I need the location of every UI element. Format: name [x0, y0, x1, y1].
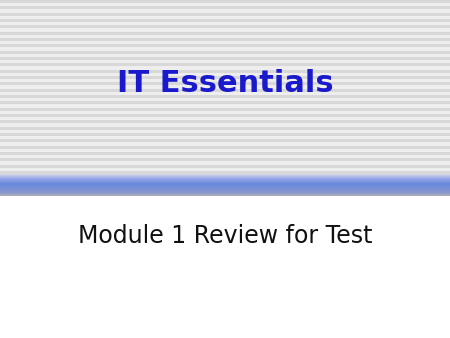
Bar [0, 155, 450, 158]
Bar [0, 22, 450, 25]
Bar [0, 57, 450, 60]
Bar [0, 16, 450, 19]
Bar [0, 47, 450, 51]
Bar [0, 92, 450, 95]
Text: IT Essentials: IT Essentials [117, 69, 333, 98]
Bar [0, 101, 450, 104]
Bar [0, 13, 450, 16]
Bar [0, 41, 450, 44]
Bar [0, 89, 450, 92]
Bar [0, 51, 450, 54]
Bar [0, 123, 450, 127]
Bar [0, 76, 450, 79]
Bar [0, 28, 450, 32]
Bar [0, 171, 450, 174]
Bar [0, 79, 450, 82]
Bar [0, 86, 450, 89]
Bar [0, 54, 450, 57]
Bar [0, 95, 450, 98]
Bar [0, 3, 450, 6]
Bar [0, 196, 450, 338]
Text: Module 1 Review for Test: Module 1 Review for Test [78, 224, 372, 248]
Bar [0, 152, 450, 155]
Bar [0, 104, 450, 107]
Bar [0, 149, 450, 152]
Bar [0, 107, 450, 111]
Bar [0, 70, 450, 73]
Bar [0, 136, 450, 139]
Bar [0, 19, 450, 22]
Bar [0, 35, 450, 38]
Bar [0, 44, 450, 47]
Bar [0, 120, 450, 123]
Bar [0, 63, 450, 67]
Bar [0, 165, 450, 168]
Bar [0, 0, 450, 3]
Bar [0, 98, 450, 101]
Bar [0, 111, 450, 114]
Bar [0, 25, 450, 28]
Bar [0, 6, 450, 9]
Bar [0, 168, 450, 171]
Bar [0, 158, 450, 162]
Bar [0, 82, 450, 86]
Bar [0, 127, 450, 130]
Bar [0, 32, 450, 35]
Bar [0, 142, 450, 146]
Bar [0, 139, 450, 142]
Bar [0, 73, 450, 76]
Bar [0, 117, 450, 120]
Bar [0, 162, 450, 165]
Bar [0, 146, 450, 149]
Bar [0, 67, 450, 70]
Bar [0, 130, 450, 133]
Bar [0, 114, 450, 117]
Bar [0, 38, 450, 41]
Bar [0, 9, 450, 13]
Bar [0, 60, 450, 63]
Bar [0, 133, 450, 136]
